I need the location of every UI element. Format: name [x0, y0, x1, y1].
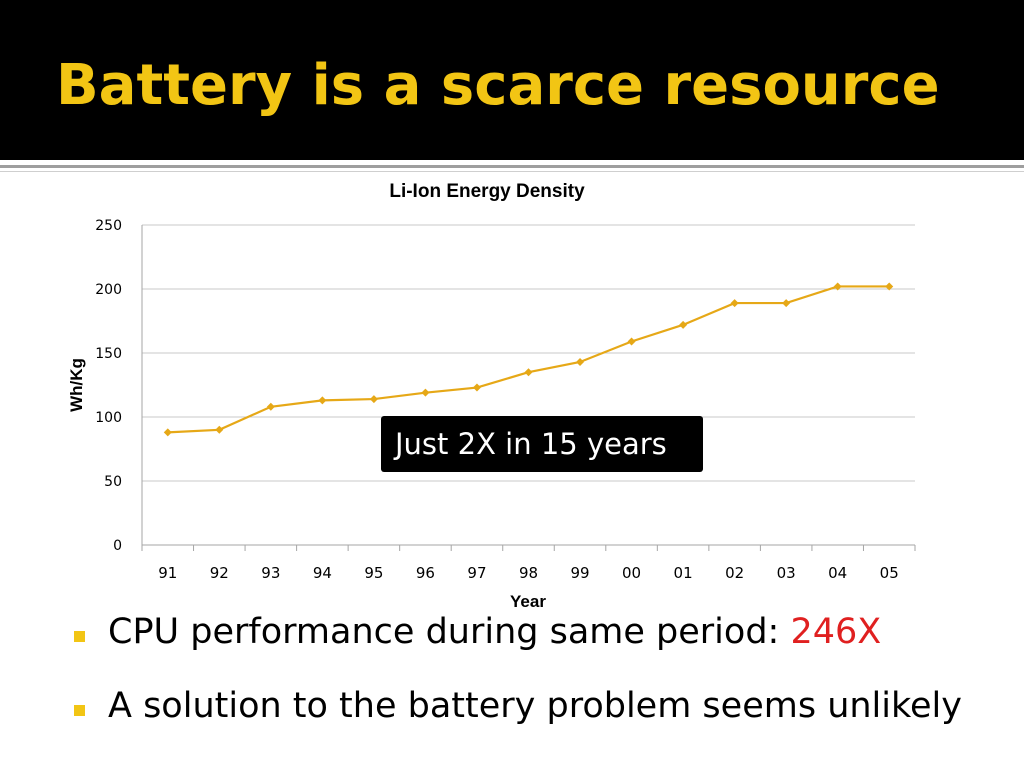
- series-line-path: [167, 285, 890, 434]
- data-point-marker: [163, 428, 172, 437]
- y-tick-label: 100: [95, 410, 122, 426]
- data-point-marker: [524, 368, 533, 377]
- x-tick-label: 01: [674, 564, 693, 582]
- x-tick-labels: 91 92 93 94 95 96 97 98 99 00 01 02 03 04 05: [158, 564, 899, 582]
- bullet-text: A solution to the battery problem seems …: [108, 686, 962, 726]
- bullet-square-icon: [74, 631, 85, 642]
- x-tick-label: 98: [519, 564, 538, 582]
- y-tick-label: 50: [104, 474, 122, 490]
- y-tick-label: 200: [95, 282, 122, 298]
- chart-gridlines: [142, 224, 915, 482]
- x-tick-label: 99: [570, 564, 589, 582]
- callout-box: Just 2X in 15 years: [381, 416, 703, 472]
- x-tick-label: 94: [313, 564, 332, 582]
- data-point-marker: [730, 299, 739, 308]
- y-tick-labels: 0 50 100 150 200 250: [95, 218, 122, 554]
- y-axis-label: Wh/Kg: [67, 358, 86, 412]
- data-point-marker: [627, 337, 636, 346]
- y-tick-label: 150: [95, 346, 122, 362]
- bullet-text: CPU performance during same period:: [108, 612, 791, 652]
- data-point-marker: [782, 299, 791, 308]
- x-tick-label: 91: [158, 564, 177, 582]
- x-tick-label: 03: [777, 564, 796, 582]
- divider-line: [0, 165, 1024, 168]
- slide-title: Battery is a scarce resource: [56, 53, 940, 118]
- slide-header: Battery is a scarce resource: [0, 0, 1024, 160]
- data-point-marker: [576, 357, 585, 366]
- divider-line-thin: [0, 171, 1024, 172]
- chart-title: Li-Ion Energy Density: [389, 181, 585, 202]
- series-line: [167, 285, 890, 434]
- highlight-value: 246X: [790, 612, 882, 652]
- x-tick-label: 95: [364, 564, 383, 582]
- y-tick-label: 250: [95, 218, 122, 234]
- bullet-item: CPU performance during same period: 246X: [72, 612, 1012, 686]
- x-tick-label: 96: [416, 564, 435, 582]
- x-tick-label: 02: [725, 564, 744, 582]
- data-point-marker: [318, 396, 327, 405]
- data-point-marker: [833, 282, 842, 291]
- x-tick-label: 93: [261, 564, 280, 582]
- x-tick-label: 04: [828, 564, 847, 582]
- bullet-square-icon: [74, 705, 85, 716]
- data-point-marker: [421, 388, 430, 397]
- chart-axes: [141, 225, 916, 551]
- x-tick-label: 92: [210, 564, 229, 582]
- data-point-marker: [472, 383, 481, 392]
- data-point-marker: [215, 425, 224, 434]
- x-tick-label: 05: [880, 564, 899, 582]
- bullet-list: CPU performance during same period: 246X…: [72, 612, 1012, 760]
- data-point-marker: [369, 395, 378, 404]
- x-tick-label: 97: [467, 564, 486, 582]
- x-axis-label: Year: [510, 592, 546, 611]
- series-points: [163, 282, 894, 437]
- y-tick-label: 0: [113, 538, 122, 554]
- data-point-marker: [885, 282, 894, 291]
- x-tick-label: 00: [622, 564, 641, 582]
- bullet-item: A solution to the battery problem seems …: [72, 686, 1012, 760]
- data-point-marker: [679, 320, 688, 329]
- data-point-marker: [266, 402, 275, 411]
